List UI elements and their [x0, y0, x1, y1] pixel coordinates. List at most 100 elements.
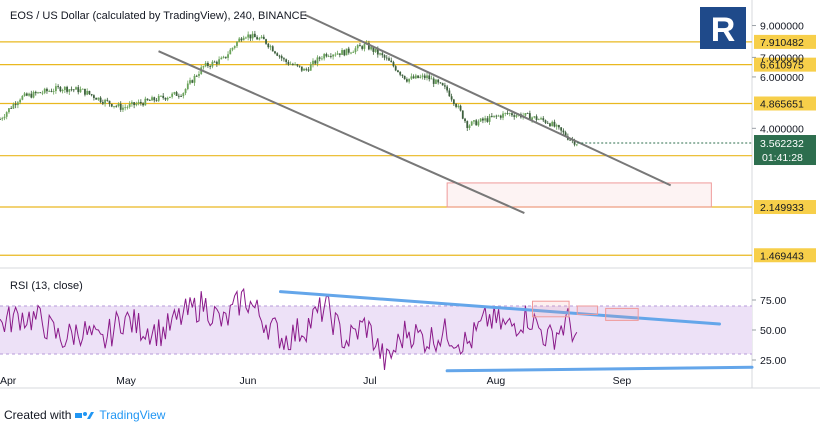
candle-body	[316, 57, 319, 64]
candle-body	[312, 60, 314, 65]
candle-body	[256, 37, 259, 40]
candle-body	[10, 108, 13, 109]
candle-body	[110, 103, 113, 107]
candle-body	[25, 93, 28, 96]
candle-body	[558, 125, 560, 128]
candle-body	[294, 64, 297, 66]
candle-body	[464, 118, 466, 122]
candle-body	[455, 103, 457, 107]
candle-body	[307, 69, 310, 71]
candle-body	[209, 66, 212, 67]
candle-body	[77, 87, 80, 93]
price-tick-label-2: 6.000000	[760, 72, 804, 84]
candle-body	[182, 93, 185, 97]
candle-body	[260, 36, 263, 39]
candle-body	[253, 33, 256, 38]
candle-body	[486, 118, 489, 122]
rsi-trendlines	[278, 290, 754, 373]
footer-brand[interactable]: TradingView	[99, 408, 166, 422]
time-label-may: May	[116, 375, 137, 387]
candle-body	[417, 75, 419, 78]
candle-body	[148, 100, 151, 101]
candle-body	[240, 38, 243, 41]
rsi-line	[0, 287, 578, 370]
candle-body	[155, 100, 158, 102]
target-zone-group	[446, 182, 712, 208]
rsi-box-2	[605, 307, 639, 321]
candle-body	[50, 90, 53, 92]
candle-body	[144, 98, 147, 106]
candle-body	[542, 118, 545, 121]
tradingview-icon	[75, 411, 95, 419]
candle-body	[573, 140, 576, 145]
candle-body	[506, 112, 509, 114]
candle-body	[5, 112, 8, 117]
candle-body	[555, 125, 558, 127]
candle-body	[247, 34, 250, 38]
candle-body	[553, 121, 556, 127]
rsi-title: RSI (13, close)	[10, 280, 83, 292]
candle-body	[119, 103, 122, 110]
candle-body	[363, 44, 366, 49]
candle-body	[242, 37, 245, 41]
candle-body	[184, 89, 187, 94]
candle-body	[164, 97, 167, 100]
candle-body	[334, 54, 337, 56]
candle-body	[177, 95, 180, 97]
candle-body	[524, 113, 527, 116]
price-tick-label-1: 7.000000	[760, 52, 804, 64]
target-zone	[446, 182, 712, 208]
candle-body	[173, 92, 176, 94]
candle-body	[88, 90, 91, 95]
price-axis: 7.9104826.6109754.8656513.2233062.149933…	[577, 21, 816, 263]
level-tag-5	[754, 248, 816, 263]
candle-body	[372, 46, 375, 52]
rsi-tick-label-0: 75.00	[760, 295, 786, 307]
candle-body	[459, 105, 462, 111]
candle-body	[207, 62, 209, 67]
time-axis: Apr May Jun Jul Aug Sep	[0, 375, 631, 387]
candle-body	[180, 96, 182, 97]
candle-body	[410, 76, 413, 79]
candle-body	[535, 116, 538, 120]
candle-body	[227, 54, 229, 58]
candle-body	[499, 115, 502, 118]
time-label-jul: Jul	[363, 375, 376, 387]
candle-body	[370, 46, 373, 50]
channel-upper-line	[304, 13, 672, 187]
candle-body	[198, 73, 200, 76]
candle-body	[303, 68, 305, 71]
candle-body	[137, 101, 140, 104]
candle-body	[526, 113, 529, 114]
candle-body	[289, 64, 292, 65]
candle-body	[537, 119, 540, 121]
candle-body	[61, 89, 64, 92]
time-label-jun: Jun	[239, 375, 256, 387]
candle-body	[502, 113, 504, 118]
candle-body	[262, 36, 265, 40]
candle-body	[280, 56, 283, 59]
candle-body	[79, 89, 82, 93]
candle-body	[32, 91, 35, 98]
candle-body	[146, 98, 149, 101]
candle-body	[350, 52, 352, 54]
rsi-trendline-1	[445, 365, 754, 373]
price-candles	[0, 30, 578, 147]
candle-body	[309, 64, 312, 71]
candle-body	[338, 53, 341, 55]
candle-body	[1, 118, 4, 120]
candle-body	[414, 75, 417, 79]
candle-body	[106, 99, 109, 101]
rsi-line-group	[0, 287, 578, 370]
candle-body	[419, 76, 422, 78]
candle-body	[63, 86, 66, 90]
candle-body	[231, 47, 234, 50]
candle-body	[495, 115, 498, 117]
logo-badge	[700, 7, 746, 49]
candle-body	[14, 104, 17, 106]
candle-body	[381, 53, 384, 56]
price-tick-label-0: 9.000000	[760, 21, 804, 33]
candle-body	[66, 86, 68, 92]
candle-body	[504, 112, 507, 114]
